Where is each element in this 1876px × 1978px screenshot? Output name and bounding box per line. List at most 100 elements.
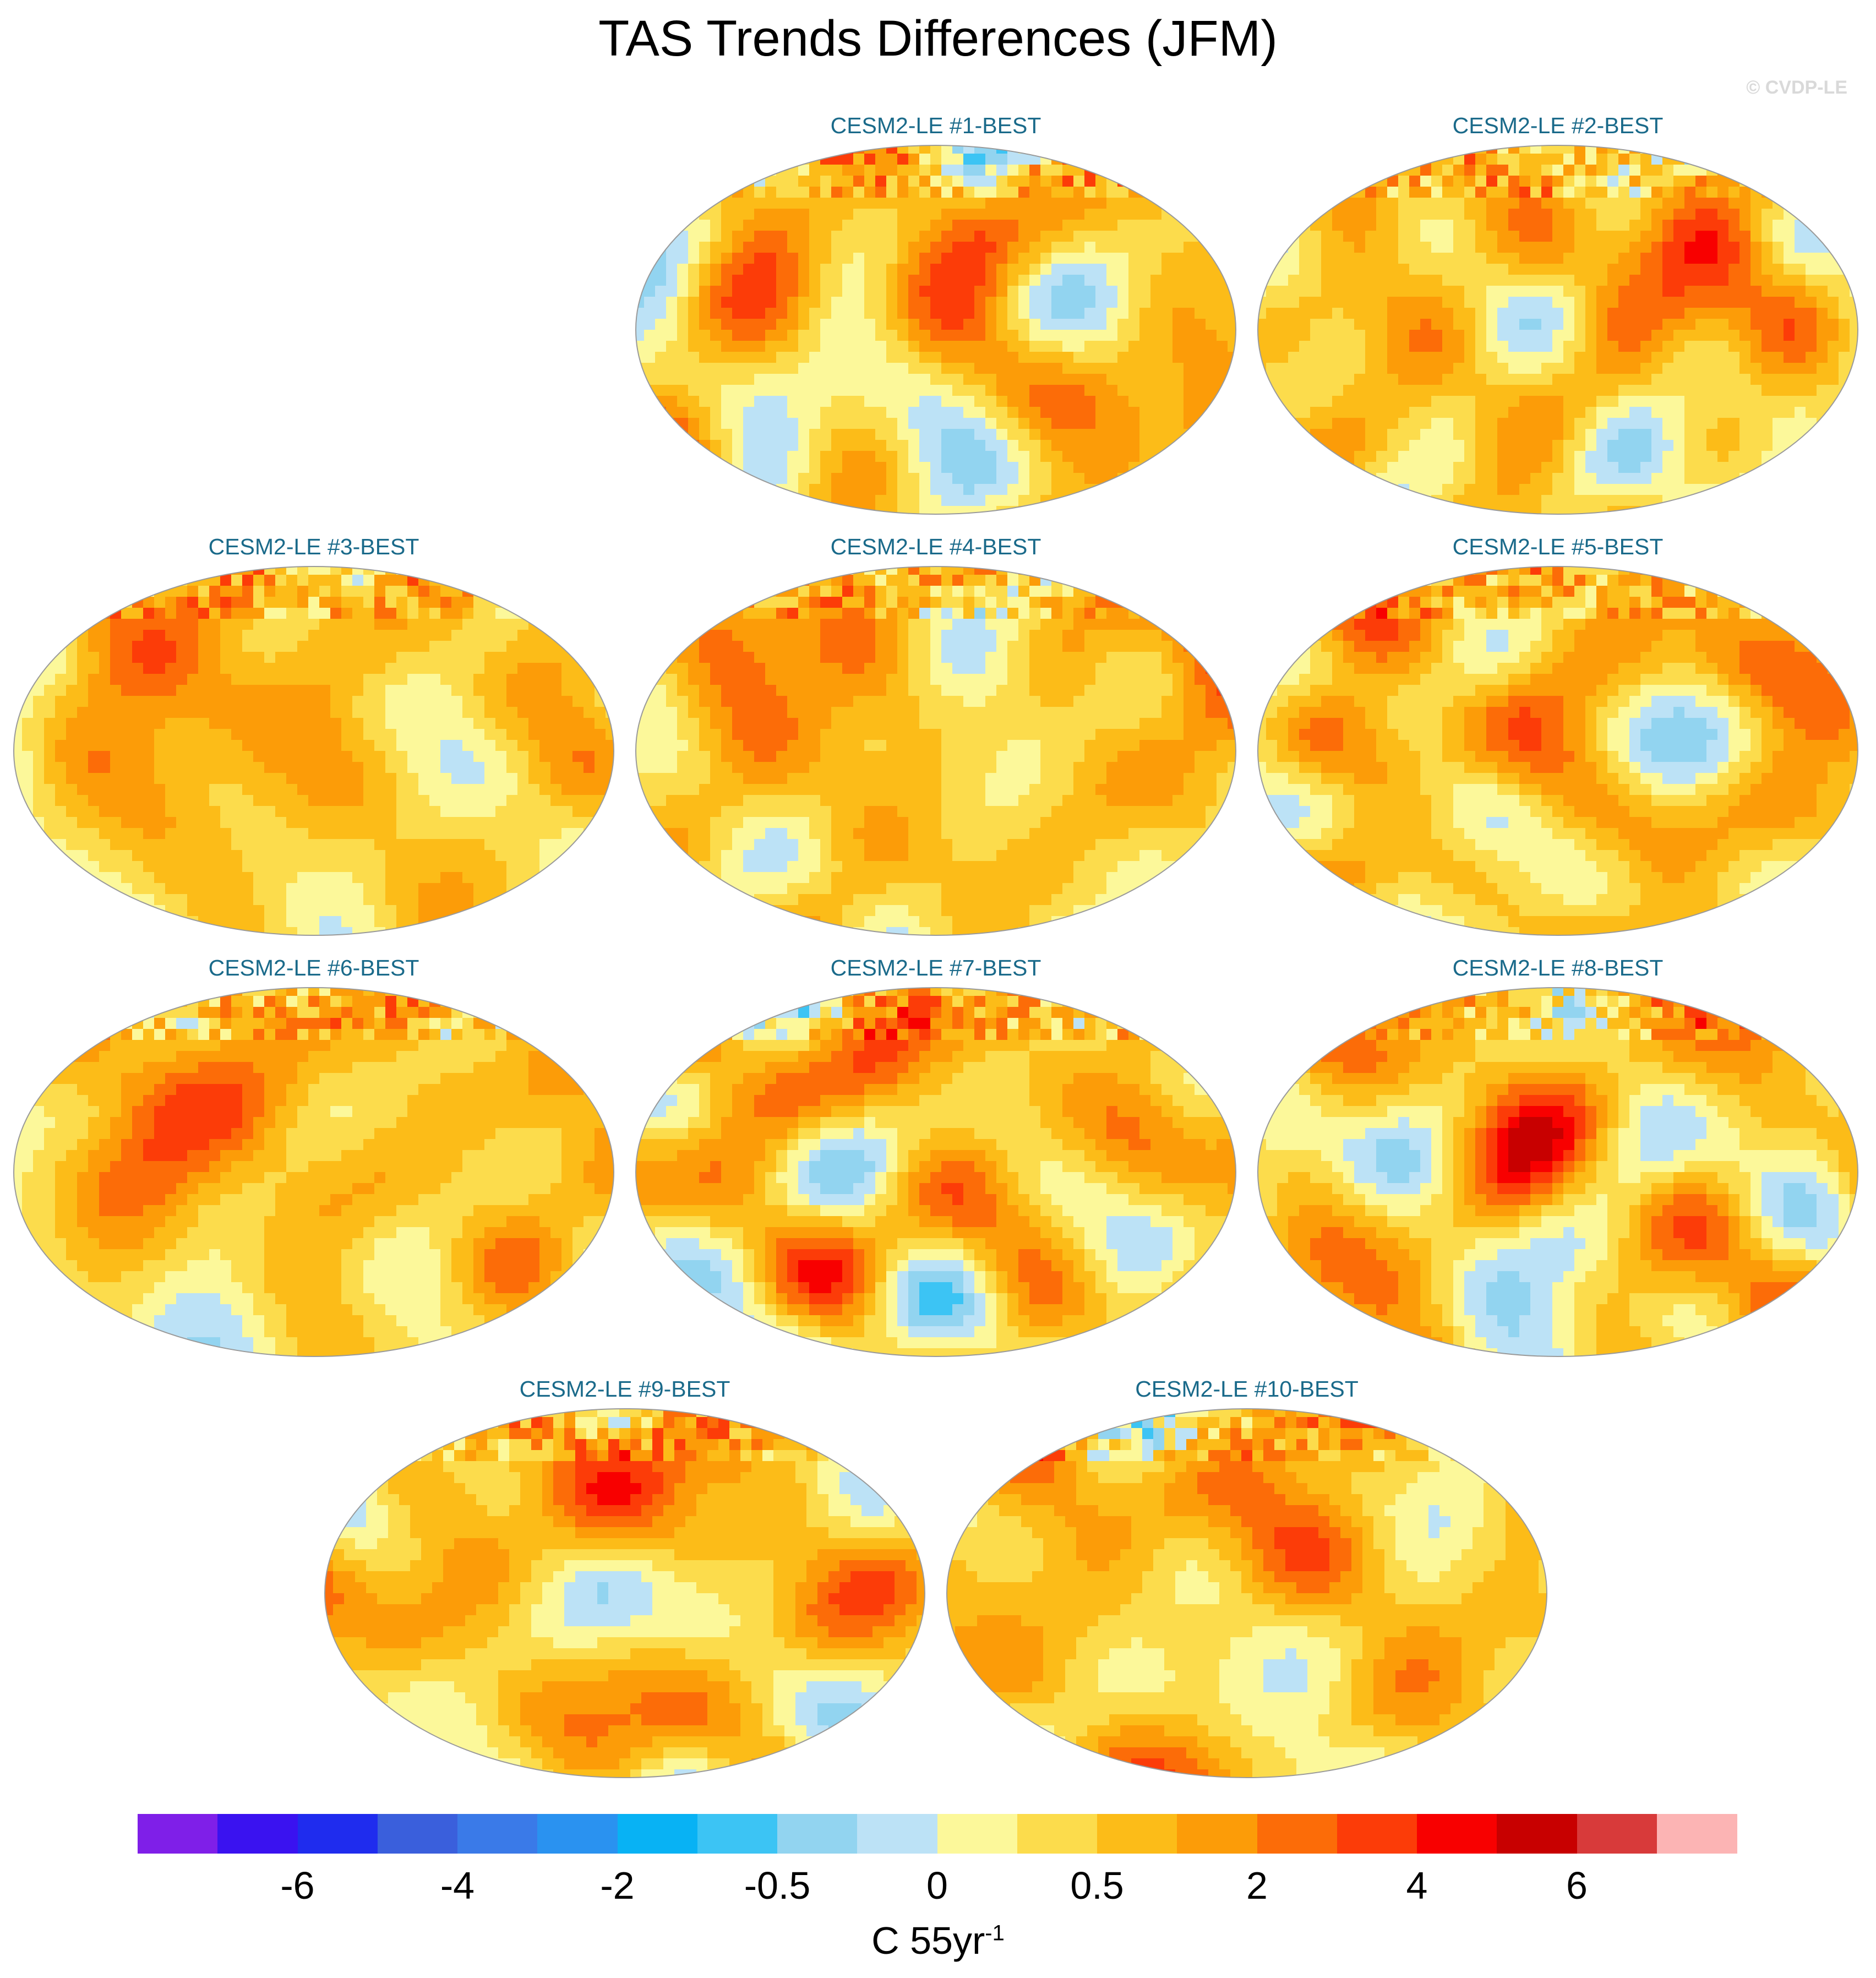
field-cell [1475,176,1487,187]
field-cell [1519,407,1531,418]
field-cell [1673,297,1685,308]
field-cell [1475,308,1487,319]
field-cell [908,176,920,187]
field-cell [1172,297,1184,308]
field-cell [1409,363,1421,374]
field-cell [1795,264,1806,275]
field-cell [132,729,144,740]
field-cell [1839,330,1850,341]
field-cell [1453,198,1465,209]
field-cell [110,839,122,851]
field-cell [996,440,1008,451]
field-cell [286,685,298,696]
field-cell [798,187,810,198]
field-cell [765,396,777,407]
field-cell [1332,264,1344,275]
field-cell [1266,352,1278,363]
field-cell [374,905,386,917]
field-cell [798,286,810,297]
field-cell [374,817,386,829]
field-cell [754,630,766,641]
field-cell [710,429,722,440]
field-cell [440,674,452,685]
field-cell [864,473,876,484]
field-cell [1773,363,1784,374]
field-cell [561,641,573,652]
field-cell [297,630,309,641]
field-cell [297,883,309,895]
field-cell [721,363,733,374]
field-cell [644,330,656,341]
field-cell [198,729,210,740]
field-cell [1475,264,1487,275]
field-cell [1398,418,1410,429]
field-cell [1040,231,1052,242]
field-cell [1206,231,1217,242]
field-cell [429,619,441,630]
field-cell [732,407,744,418]
field-cell [1464,198,1476,209]
field-cell [1618,396,1630,407]
field-cell [341,597,353,608]
field-cell [1662,352,1674,363]
field-cell [1828,352,1839,363]
field-cell [110,806,122,818]
field-cell [1795,385,1806,396]
field-cell [721,187,733,198]
field-cell [1084,608,1096,619]
field-cell [930,495,942,506]
field-cell [330,566,342,575]
field-cell [1084,319,1096,330]
field-cell [539,663,551,674]
field-cell [352,619,364,630]
field-cell [1607,495,1619,506]
field-cell [831,363,843,374]
field-cell [176,850,188,862]
field-cell [1420,297,1432,308]
field-cell [539,707,551,718]
field-cell [1453,330,1465,341]
field-cell [809,440,821,451]
field-cell [864,363,876,374]
field-cell [220,619,232,630]
field-cell [996,608,1008,619]
field-layer [14,566,614,935]
field-cell [209,751,221,762]
field-cell [1574,220,1586,231]
field-cell [743,407,755,418]
field-cell [275,641,287,652]
field-cell [1206,330,1217,341]
field-cell [495,762,507,773]
field-cell [1051,495,1063,506]
field-cell [1051,462,1063,473]
field-cell [1563,187,1575,198]
field-cell [606,696,614,707]
field-cell [132,663,144,674]
field-cell [1497,308,1509,319]
field-cell [908,264,920,275]
field-cell [974,187,986,198]
field-cell [242,597,254,608]
field-cell [1084,418,1096,429]
field-cell [363,751,375,762]
field-cell [462,872,474,884]
field-cell [842,608,854,619]
field-cell [897,418,909,429]
field-cell [831,341,843,352]
field-cell [1596,308,1608,319]
field-cell [754,297,766,308]
field-cell [776,198,788,209]
field-cell [1117,297,1129,308]
field-cell [165,652,177,663]
field-cell [539,850,551,862]
field-cell [985,297,997,308]
field-cell [407,828,419,840]
field-cell [776,429,788,440]
field-cell [1139,440,1151,451]
field-cell [385,597,397,608]
field-cell [231,718,243,729]
field-cell [1007,297,1019,308]
field-cell [1040,484,1052,495]
field-cell [1684,462,1696,473]
field-cell [242,751,254,762]
